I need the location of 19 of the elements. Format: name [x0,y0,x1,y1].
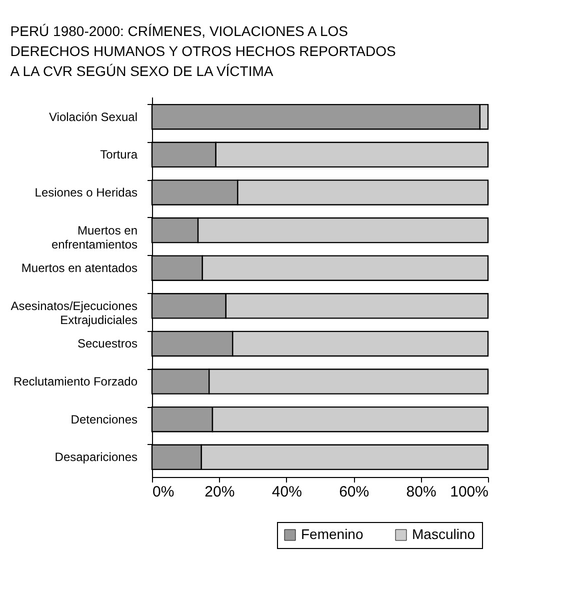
legend-label: Femenino [301,526,364,542]
y-tick-label: Detenciones [70,412,138,426]
y-tick-label: Desapariciones [54,450,138,464]
x-tick-label: 40% [272,484,302,500]
y-tick-label: Muertos en enfrentamientos [51,223,138,252]
y-tick-label: Asesinatos/Ejecuciones Extrajudiciales [10,298,138,327]
y-tick-label: Muertos en atentados [21,261,138,276]
y-tick-label: Secuestros [77,336,138,351]
x-tick-label: 0% [152,484,174,500]
y-tick-label: Lesiones o Heridas [34,185,138,200]
legend-label: Masculino [412,526,476,542]
x-tick-label: 100% [450,484,488,500]
x-tick-label: 80% [406,484,436,500]
y-tick-label: Reclutamiento Forzado [13,374,138,389]
y-tick-label: Tortura [100,148,138,162]
x-tick-label: 20% [204,484,235,500]
x-tick-label: 60% [339,484,370,500]
chart-title: PERÚ 1980-2000: CRÍMENES, VIOLACIONES A LOS DERECHOS HUMANOS Y OTROS HECHOS REPORTADOS A LA CVR SEGÚN SEXO DE LA VÍCTIMA [10,23,396,79]
y-tick-label: Violación Sexual [48,110,138,124]
